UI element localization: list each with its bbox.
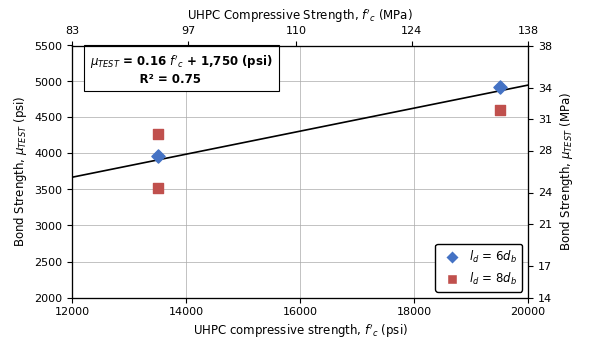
Point — [152, 185, 162, 191]
Y-axis label: Bond Strength, $\mu_{TEST}$ (MPa): Bond Strength, $\mu_{TEST}$ (MPa) — [557, 92, 575, 251]
Legend: $l_d$ = 6$d_b$, $l_d$ = 8$d_b$: $l_d$ = 6$d_b$, $l_d$ = 8$d_b$ — [435, 244, 522, 292]
Point — [152, 131, 162, 137]
Text: $\mu_{TEST}$ = 0.16 $f'_c$ + 1,750 (psi)
            R² = 0.75: $\mu_{TEST}$ = 0.16 $f'_c$ + 1,750 (psi)… — [90, 53, 273, 85]
Point — [494, 84, 504, 90]
Point — [494, 107, 504, 113]
Point — [152, 154, 162, 159]
X-axis label: UHPC Compressive Strength, $f'_c$ (MPa): UHPC Compressive Strength, $f'_c$ (MPa) — [187, 8, 413, 25]
X-axis label: UHPC compressive strength, $f'_c$ (psi): UHPC compressive strength, $f'_c$ (psi) — [193, 323, 407, 340]
Y-axis label: Bond Strength, $\mu_{TEST}$ (psi): Bond Strength, $\mu_{TEST}$ (psi) — [11, 96, 29, 247]
